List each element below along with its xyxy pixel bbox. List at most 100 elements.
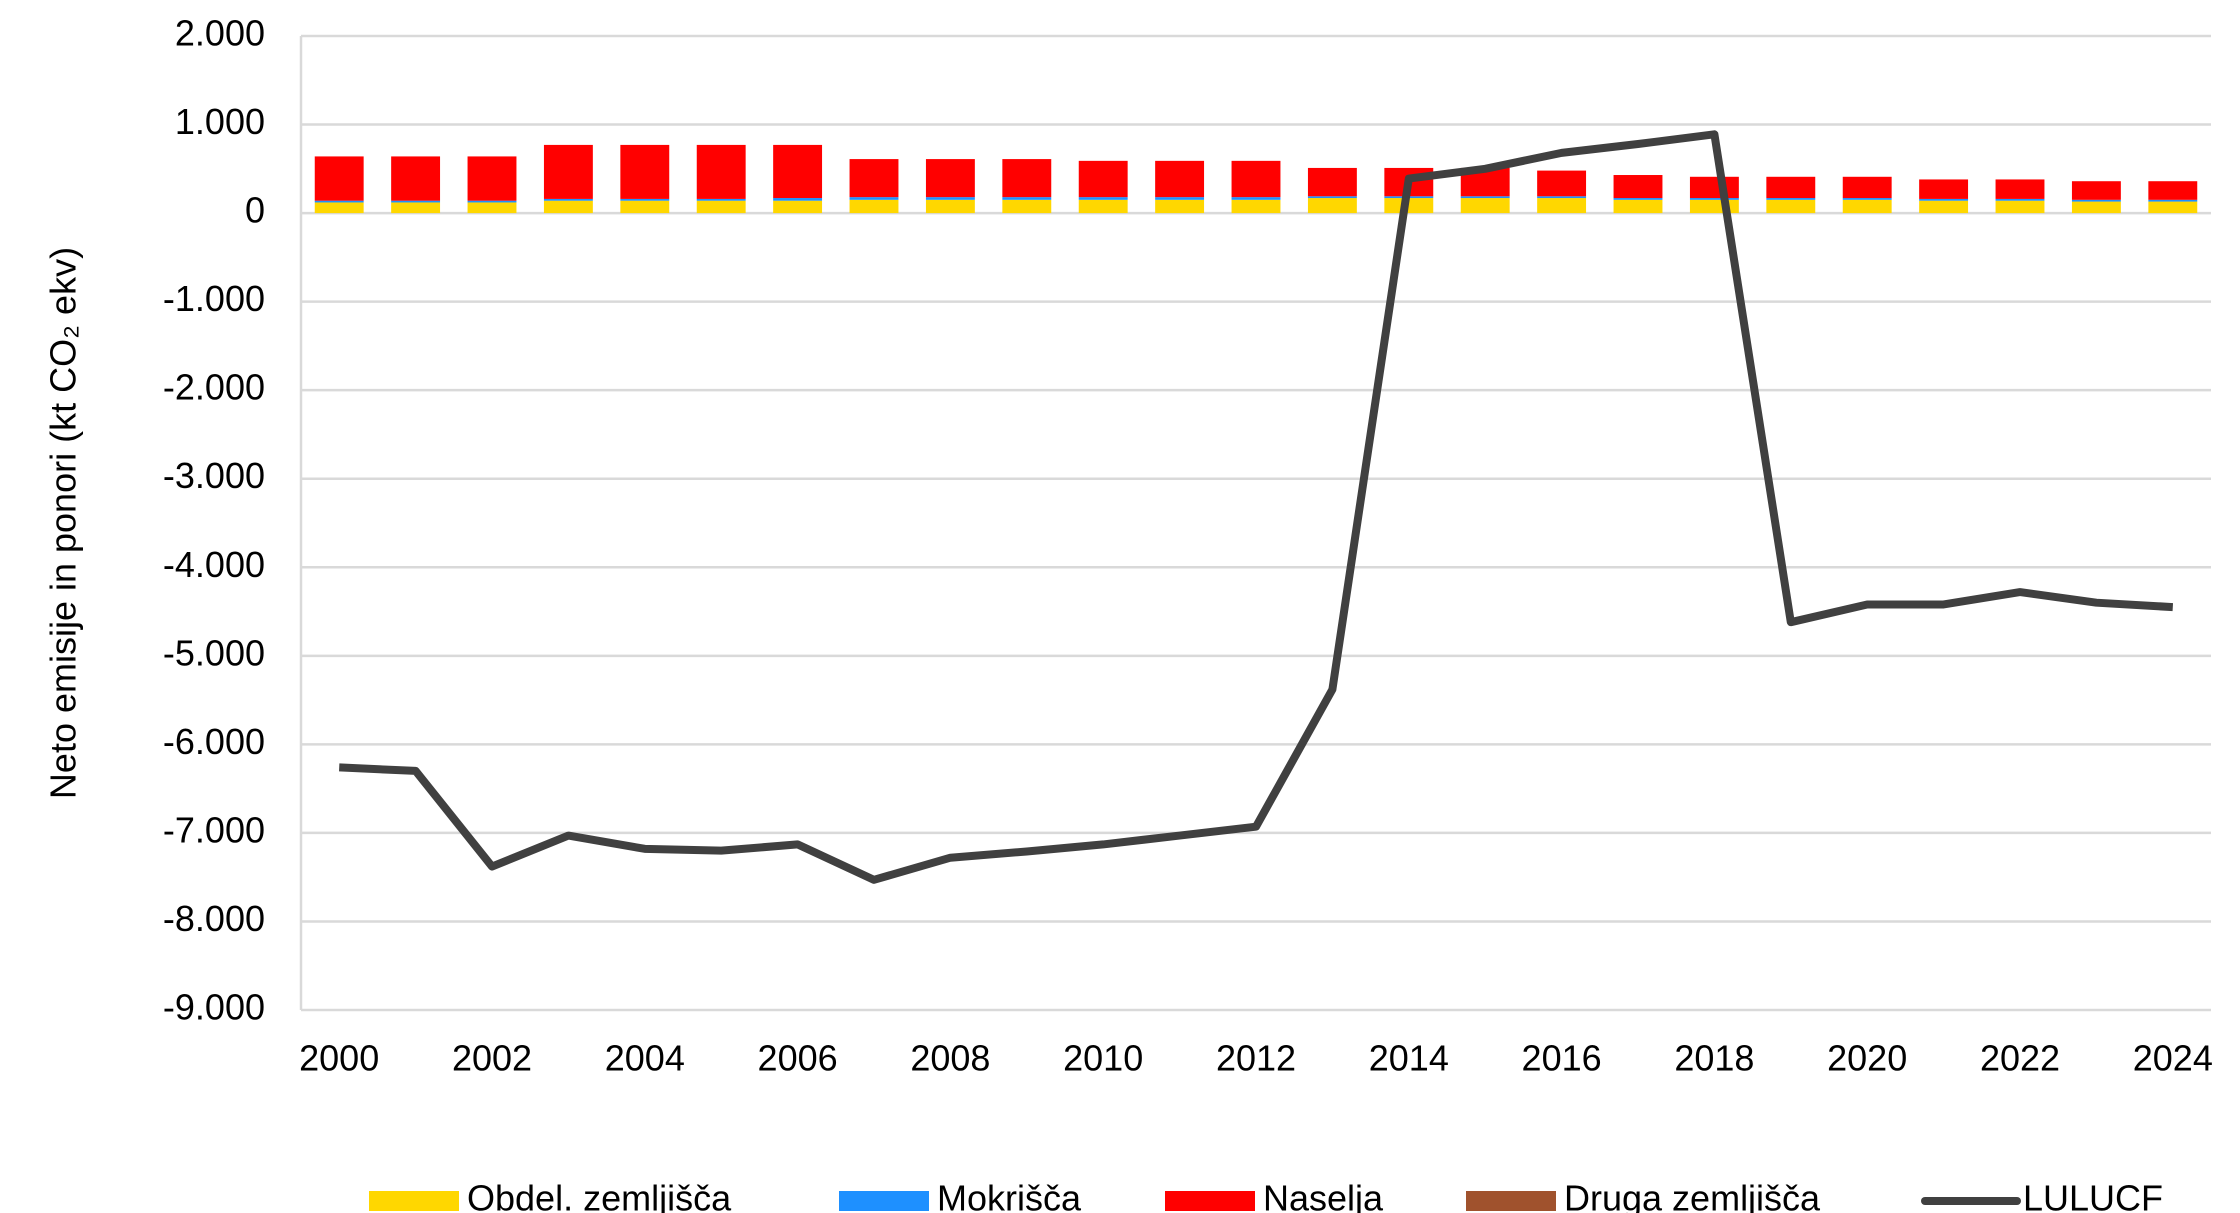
x-tick-label: 2004 xyxy=(605,1038,685,1079)
bar xyxy=(1231,160,1281,198)
bar xyxy=(1002,159,1052,198)
legend-label: Naselja xyxy=(1263,1178,1384,1213)
bar xyxy=(773,200,823,214)
y-tick-label: -6.000 xyxy=(163,721,265,762)
bar xyxy=(2071,181,2121,200)
bar xyxy=(620,144,670,199)
legend-label: LULUCF xyxy=(2023,1178,2163,1213)
x-tick-label: 2006 xyxy=(758,1038,838,1079)
x-tick-label: 2008 xyxy=(910,1038,990,1079)
y-tick-label: -5.000 xyxy=(163,632,265,673)
bar xyxy=(696,200,746,214)
bar xyxy=(2071,199,2121,202)
bar xyxy=(1919,179,1969,199)
bar xyxy=(391,200,441,203)
y-axis-label: Neto emisije in ponori (kt CO₂ ekv) xyxy=(43,247,84,799)
bar xyxy=(1537,198,1587,214)
bar xyxy=(2071,201,2121,214)
bar xyxy=(467,202,517,214)
bar xyxy=(543,200,593,214)
y-tick-label: -7.000 xyxy=(163,809,265,850)
y-tick-label: 2.000 xyxy=(175,13,265,54)
bar xyxy=(1689,199,1739,214)
x-tick-label: 2024 xyxy=(2133,1038,2213,1079)
bar xyxy=(620,198,670,201)
bar xyxy=(773,198,823,201)
bar xyxy=(543,198,593,201)
bar xyxy=(1766,176,1816,199)
bar xyxy=(925,197,975,200)
legend-label: Druga zemljišča xyxy=(1564,1178,1821,1213)
legend-swatch xyxy=(1466,1191,1556,1211)
bar xyxy=(391,202,441,214)
bar xyxy=(849,199,899,214)
bar xyxy=(925,199,975,214)
bar xyxy=(314,202,364,214)
bar xyxy=(1155,160,1205,198)
bar xyxy=(1613,175,1663,199)
bar xyxy=(1537,170,1587,197)
legend-swatch xyxy=(1165,1191,1255,1211)
x-tick-label: 2012 xyxy=(1216,1038,1296,1079)
bar xyxy=(925,159,975,198)
legend-swatch xyxy=(369,1191,459,1211)
bar xyxy=(1307,196,1357,199)
bar xyxy=(1689,198,1739,200)
y-tick-label: 0 xyxy=(245,190,265,231)
bar xyxy=(1537,196,1587,199)
bar xyxy=(1842,176,1892,199)
y-tick-label: -4.000 xyxy=(163,544,265,585)
y-tick-label: -3.000 xyxy=(163,455,265,496)
y-tick-label: -9.000 xyxy=(163,987,265,1028)
bar xyxy=(467,156,517,201)
bar xyxy=(1002,197,1052,200)
bar xyxy=(391,156,441,201)
bar xyxy=(1155,199,1205,214)
bar xyxy=(1995,179,2045,199)
bar xyxy=(1613,199,1663,214)
legend-swatch xyxy=(839,1191,929,1211)
bar xyxy=(849,197,899,200)
bar xyxy=(1002,199,1052,214)
x-tick-label: 2000 xyxy=(299,1038,379,1079)
bar xyxy=(1155,197,1205,200)
bar xyxy=(2148,181,2198,200)
y-tick-label: -2.000 xyxy=(163,367,265,408)
bar xyxy=(620,200,670,214)
y-tick-label: 1.000 xyxy=(175,101,265,142)
bar xyxy=(1078,199,1128,214)
bar xyxy=(1842,198,1892,200)
x-tick-label: 2020 xyxy=(1827,1038,1907,1079)
bar xyxy=(1460,196,1510,199)
legend-label: Obdel. zemljišča xyxy=(467,1178,732,1213)
y-tick-label: -8.000 xyxy=(163,898,265,939)
bar xyxy=(1766,198,1816,200)
bar xyxy=(773,144,823,199)
x-tick-label: 2002 xyxy=(452,1038,532,1079)
bar xyxy=(1995,198,2045,201)
line xyxy=(339,130,2174,884)
bar xyxy=(696,198,746,201)
bar xyxy=(1231,197,1281,200)
bar xyxy=(1919,198,1969,201)
bar xyxy=(696,144,746,199)
bar xyxy=(314,200,364,203)
bar xyxy=(1307,167,1357,197)
bar xyxy=(314,156,364,201)
bar xyxy=(1842,199,1892,214)
bar xyxy=(2148,201,2198,214)
bar xyxy=(1766,199,1816,214)
bar xyxy=(1613,198,1663,200)
x-tick-label: 2010 xyxy=(1063,1038,1143,1079)
bar xyxy=(1689,176,1739,199)
bar xyxy=(467,200,517,203)
bar xyxy=(849,159,899,198)
bar xyxy=(2148,199,2198,202)
bar xyxy=(1995,200,2045,214)
x-tick-label: 2018 xyxy=(1674,1038,1754,1079)
x-tick-label: 2014 xyxy=(1369,1038,1449,1079)
bar xyxy=(1231,199,1281,214)
bar xyxy=(1078,160,1128,198)
bar xyxy=(543,144,593,199)
